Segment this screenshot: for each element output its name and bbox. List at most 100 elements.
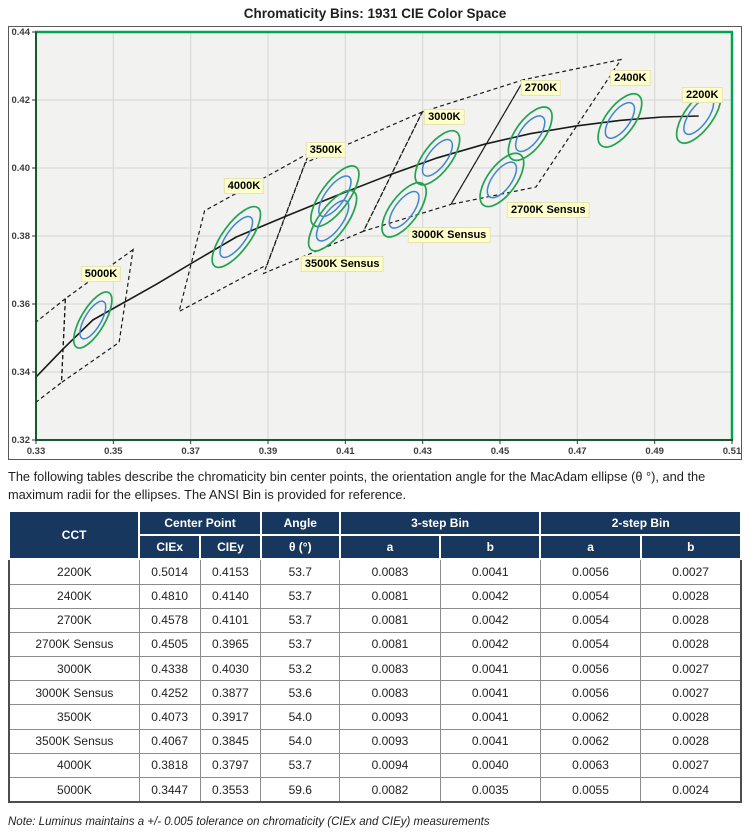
table-cell: 0.0083 [339,656,441,682]
macadam-ellipse-group [507,106,553,162]
table-cell: 0.0056 [539,558,642,585]
cct-label: 2400K [610,70,651,87]
table-cell: 0.3553 [199,777,262,803]
table-cell: 0.3818 [138,752,201,779]
table-cell: 0.3447 [138,777,201,803]
table-cell: 0.0042 [439,607,541,633]
cct-label: 3000K [424,109,465,125]
table-cell: 53.6 [260,680,341,706]
table-cell-cct: 3500K [8,704,140,730]
table-cell: 0.5014 [138,558,201,585]
page-title: Chromaticity Bins: 1931 CIE Color Space [243,6,507,21]
ellipse-2step [486,161,518,199]
table-cell: 0.0054 [539,607,642,633]
col-group-center-point: Center Point [138,510,262,537]
ansi-bin-outline [60,248,134,384]
macadam-ellipse-group [414,129,461,186]
table-cell-cct: 2200K [8,558,140,585]
table-row: 4000K 0.3818 0.3797 53.7 0.0094 0.0040 0.0063 0… [8,752,742,779]
table-cell: 54.0 [260,704,341,730]
table-cell-cct: 2400K [8,583,140,609]
x-tick-label: 0.47 [568,446,587,457]
x-tick-label: 0.45 [491,446,510,457]
y-tick-label: 0.44 [12,27,31,38]
table-cell: 0.0056 [539,680,642,706]
ellipse-3step [479,152,525,208]
table-cell: 0.0028 [640,631,742,658]
table-cell: 54.0 [260,728,341,754]
table-cell: 0.4578 [138,607,201,633]
macadam-ellipse-group [479,152,525,208]
table-cell-cct: 4000K [8,752,140,779]
table-body: 2200K 0.5014 0.4153 53.7 0.0083 0.0041 0.0056 0… [8,558,742,803]
ellipse-2step [421,138,454,177]
col-header-2step-a: a [539,534,642,561]
table-cell: 0.0082 [339,777,441,803]
col-group-3step-bin: 3-step Bin [338,510,542,537]
ellipse-3step [597,92,643,148]
ellipse-2step [514,115,546,153]
table-cell: 0.0024 [640,777,742,803]
table-cell: 0.0083 [339,680,441,706]
ellipse-3step [381,181,428,238]
ansi-bin-outline [449,58,623,206]
table-cell: 0.0041 [439,728,541,754]
table-cell: 0.0028 [640,607,742,633]
table-cell: 0.3845 [199,728,262,754]
y-tick-label: 0.42 [12,95,31,106]
macadam-ellipse-group [597,92,643,148]
table-cell: 0.0041 [439,680,541,706]
x-tick-label: 0.51 [723,446,742,457]
table-cell: 0.4101 [199,607,262,633]
table-cell: 59.6 [260,777,341,803]
ellipse-3step [414,129,461,186]
table-cell: 0.0055 [539,777,642,803]
table-cell: 53.7 [260,752,341,779]
table-cell: 0.0054 [539,631,642,658]
ellipse-2step [604,101,636,139]
table-cell: 53.7 [260,583,341,609]
col-header-3step-a: a [338,534,442,561]
table-cell: 0.0094 [339,752,441,779]
col-header-theta: θ (°) [259,534,341,561]
table-cell: 0.4153 [199,558,262,585]
table-cell: 53.2 [260,656,341,682]
macadam-ellipse-group [72,291,113,349]
table-cell: 0.0083 [339,558,441,585]
table-cell: 0.0040 [439,752,541,779]
macadam-ellipse-group [381,181,428,238]
x-tick-label: 0.33 [27,446,46,457]
table-cell: 53.7 [260,558,341,585]
table-cell: 0.4252 [138,680,201,706]
table-header-group-row: CCT Center Point Angle 3-step Bin 2-step… [7,510,742,561]
x-tick-label: 0.49 [645,446,664,457]
cct-label: 2200K [681,86,723,103]
table-cell: 0.0093 [339,704,441,730]
col-header-ciey: CIEy [199,534,262,561]
table-cell: 0.4140 [199,583,262,609]
col-group-angle: Angle [259,510,341,537]
table-cell: 0.0062 [539,704,642,730]
ellipse-2step [318,175,352,218]
cct-label: 2700K Sensus [506,201,590,218]
table-cell: 0.0041 [439,656,541,682]
table-cell: 53.7 [260,631,341,658]
table-cell: 0.3965 [199,631,262,658]
table-cell-cct: 3000K Sensus [8,680,140,706]
table-cell: 0.0027 [640,558,742,585]
table-cell: 0.0042 [439,631,541,658]
cct-label: 3500K [305,141,347,158]
table-cell: 0.0041 [439,704,541,730]
table-cell: 0.0028 [640,583,742,609]
ansi-bin-outline [362,78,526,233]
table-cell: 0.4030 [199,656,262,682]
table-cell: 0.0063 [539,752,642,779]
cct-label: 5000K [80,266,122,283]
ellipse-3step [211,205,262,269]
table-cell: 0.3797 [199,752,262,779]
table-cell: 0.0035 [439,777,541,803]
chromaticity-bin-table: CCT Center Point Angle 3-step Bin 2-step… [7,510,743,804]
table-row: 3000K Sensus 0.4252 0.3877 53.6 0.0083 0.0041… [8,680,742,706]
table-cell: 0.0041 [439,558,541,585]
col-header-ciex: CIEx [138,534,202,561]
